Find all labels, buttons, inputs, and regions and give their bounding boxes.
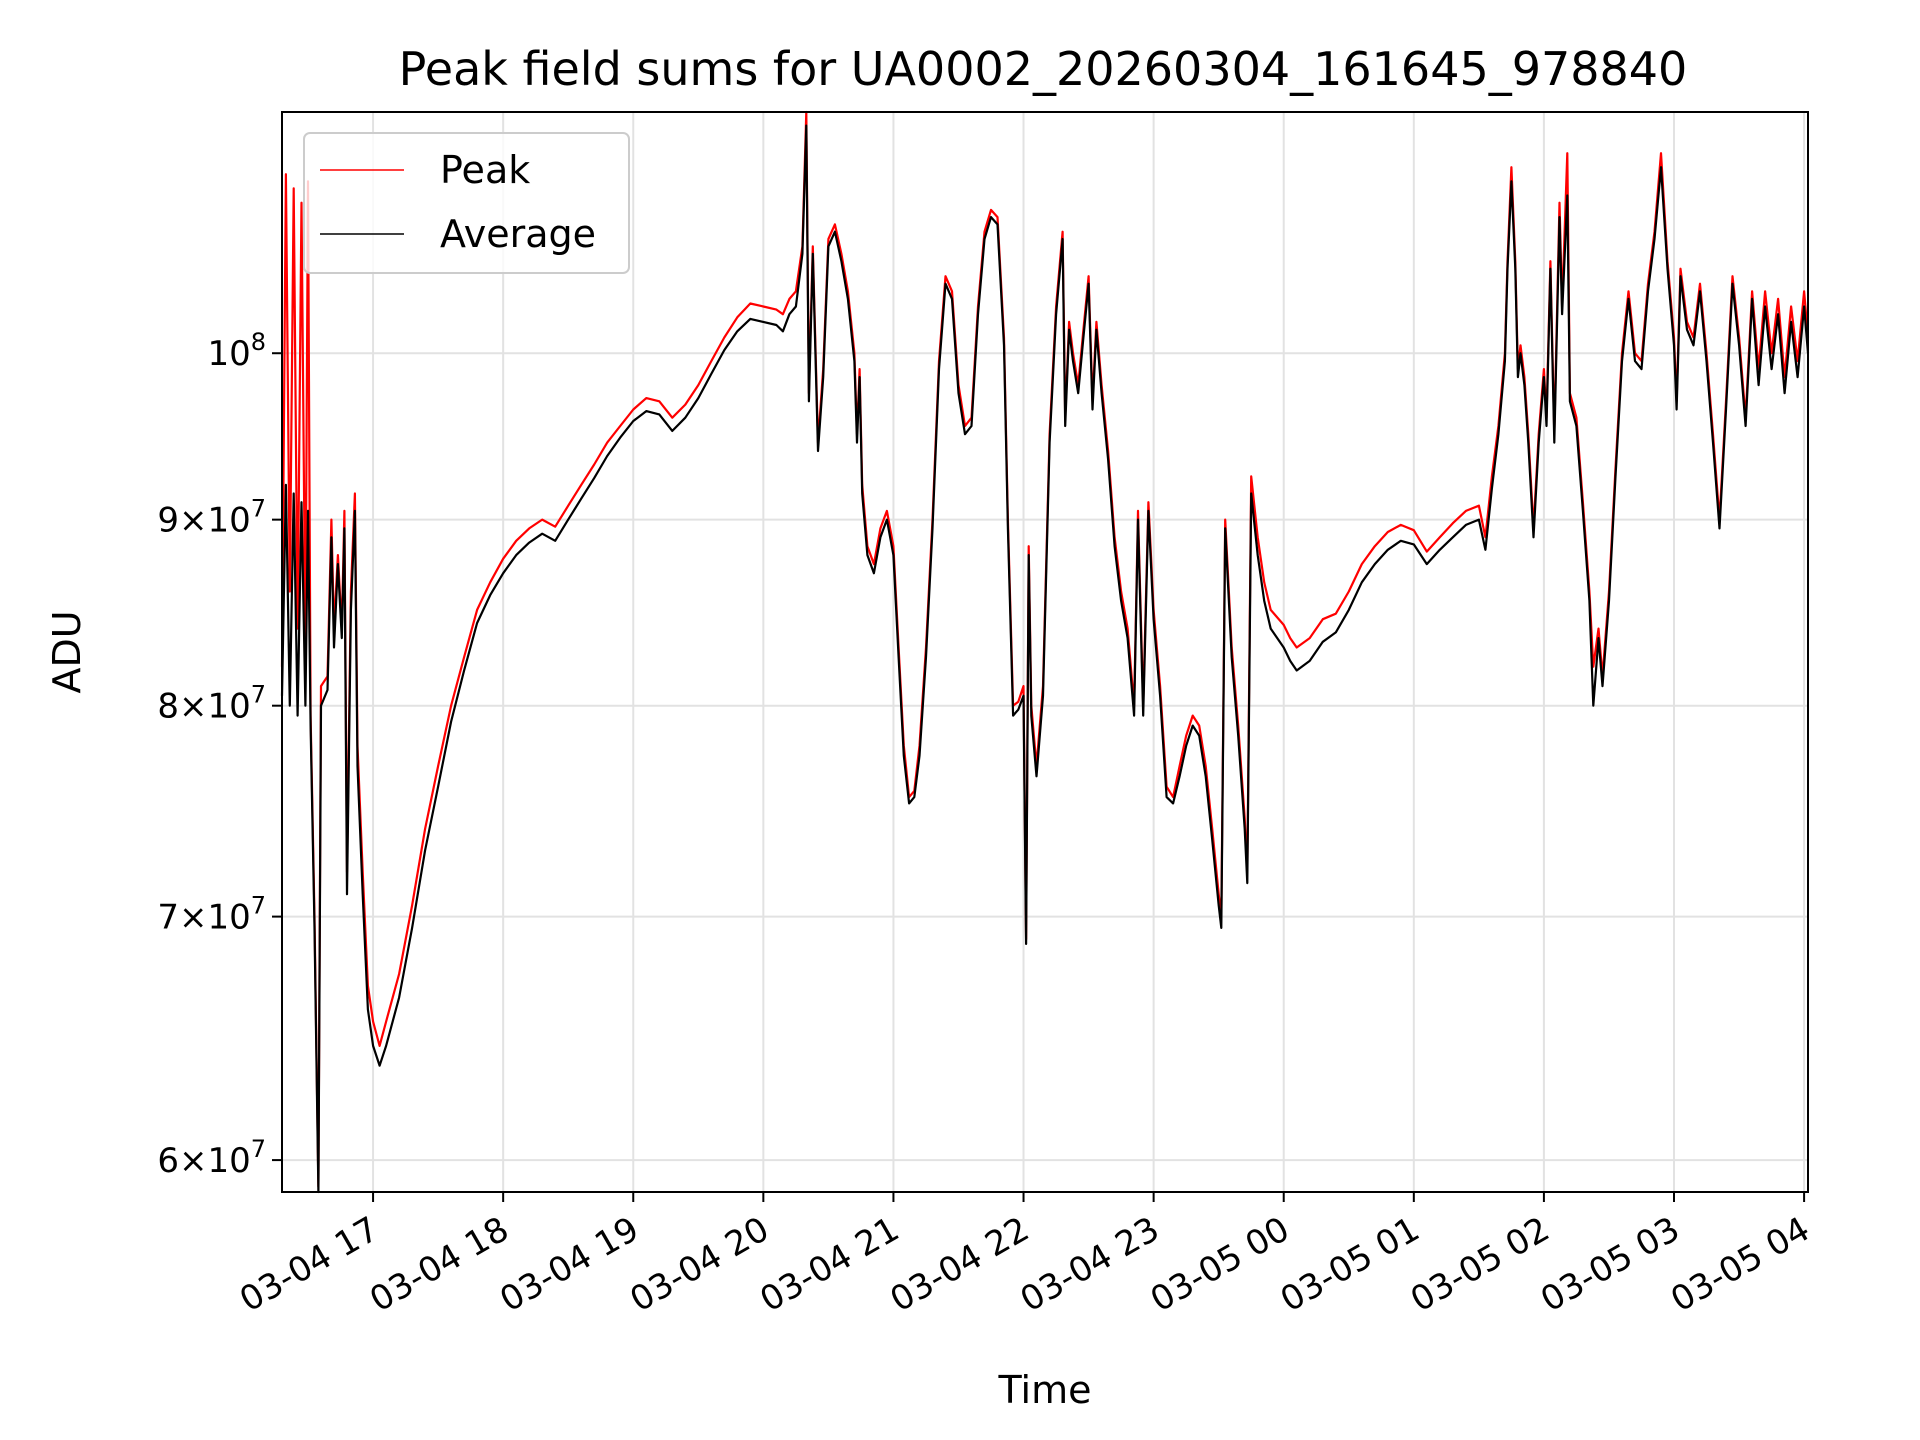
y-tick-mantissa: 9 <box>157 501 179 541</box>
y-tick-label: 7×107 <box>157 892 266 938</box>
x-tick-label: 03-05 01 <box>1274 1209 1426 1320</box>
y-tick-label: 8×107 <box>157 681 266 727</box>
x-tick-label: 03-04 20 <box>623 1209 775 1320</box>
y-tick-mantissa: 7 <box>157 898 179 938</box>
y-tick-times: ×10 <box>179 898 251 938</box>
x-tick-label: 03-04 17 <box>233 1209 385 1320</box>
chart-title: Peak field sums for UA0002_20260304_1616… <box>399 42 1688 96</box>
legend-label-average: Average <box>440 212 596 256</box>
y-tick-label: 9×107 <box>157 495 266 541</box>
x-tick-label: 03-04 19 <box>493 1209 645 1320</box>
x-tick-label: 03-05 04 <box>1664 1209 1816 1320</box>
series-layer <box>280 110 1810 1194</box>
y-tick-label: 108 <box>207 328 266 374</box>
x-tick-label: 03-04 18 <box>363 1209 515 1320</box>
y-tick-exponent: 7 <box>251 681 266 709</box>
x-tick-label: 03-05 02 <box>1404 1209 1556 1320</box>
y-tick-times: ×10 <box>179 501 251 541</box>
legend: Peak Average <box>303 132 630 274</box>
x-tick-label: 03-04 23 <box>1014 1209 1166 1320</box>
y-tick-mantissa: 6 <box>157 1141 179 1181</box>
legend-box <box>303 132 630 274</box>
legend-label-peak: Peak <box>440 148 530 192</box>
x-axis-label: Time <box>998 1368 1092 1412</box>
y-tick-exponent: 7 <box>251 495 266 523</box>
series-line-average <box>280 124 1810 1194</box>
y-tick-exponent: 7 <box>251 892 266 920</box>
plot-frame <box>281 111 1809 1193</box>
x-tick-label: 03-04 22 <box>884 1209 1036 1320</box>
x-tick-label: 03-05 03 <box>1534 1209 1686 1320</box>
y-tick-exponent: 8 <box>251 328 266 356</box>
y-axis-label: ADU <box>45 610 89 693</box>
y-tick-times: ×10 <box>179 1141 251 1181</box>
x-tick-label: 03-05 00 <box>1144 1209 1296 1320</box>
y-tick-base: 10 <box>207 334 250 374</box>
y-tick-exponent: 7 <box>251 1135 266 1163</box>
x-tick-label: 03-04 21 <box>754 1209 906 1320</box>
y-tick-mantissa: 8 <box>157 687 179 727</box>
y-tick-label: 6×107 <box>157 1135 266 1181</box>
y-tick-times: ×10 <box>179 687 251 727</box>
